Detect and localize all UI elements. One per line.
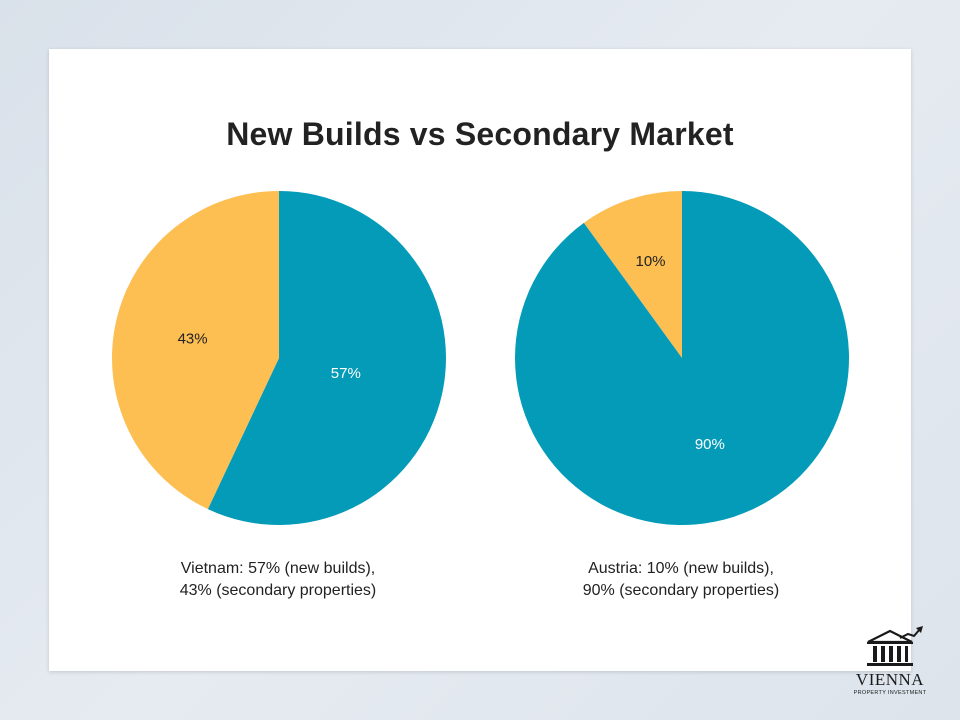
logo-name: VIENNA bbox=[855, 670, 925, 689]
austria-slice-label-secondary: 90% bbox=[695, 436, 725, 453]
austria-caption: Austria: 10% (new builds), 90% (secondar… bbox=[516, 558, 846, 602]
vietnam-caption: Vietnam: 57% (new builds), 43% (secondar… bbox=[113, 558, 443, 602]
austria-slice-new-builds bbox=[583, 191, 682, 358]
chart-title: New Builds vs Secondary Market bbox=[226, 116, 734, 152]
austria-caption-line-2: 90% (secondary properties) bbox=[582, 582, 780, 599]
austria-caption-line-1: Austria: 10% (new builds), bbox=[588, 560, 774, 577]
logo-tagline: PROPERTY INVESTMENT bbox=[853, 690, 927, 696]
vietnam-slice-new-builds bbox=[207, 191, 447, 525]
vietnam-slice-label-secondary: 43% bbox=[178, 331, 208, 348]
vienna-logo: VIENNA PROPERTY INVESTMENT bbox=[840, 626, 940, 706]
vietnam-slice-secondary bbox=[111, 191, 279, 510]
building-with-arrow-icon bbox=[867, 626, 923, 666]
austria-slice-label-new-builds: 10% bbox=[636, 253, 666, 270]
vietnam-caption-line-2: 43% (secondary properties) bbox=[179, 582, 377, 599]
vietnam-slice-label-new-builds: 57% bbox=[331, 365, 361, 382]
vietnam-caption-line-1: Vietnam: 57% (new builds), bbox=[180, 560, 376, 577]
austria-slice-secondary bbox=[515, 191, 849, 526]
